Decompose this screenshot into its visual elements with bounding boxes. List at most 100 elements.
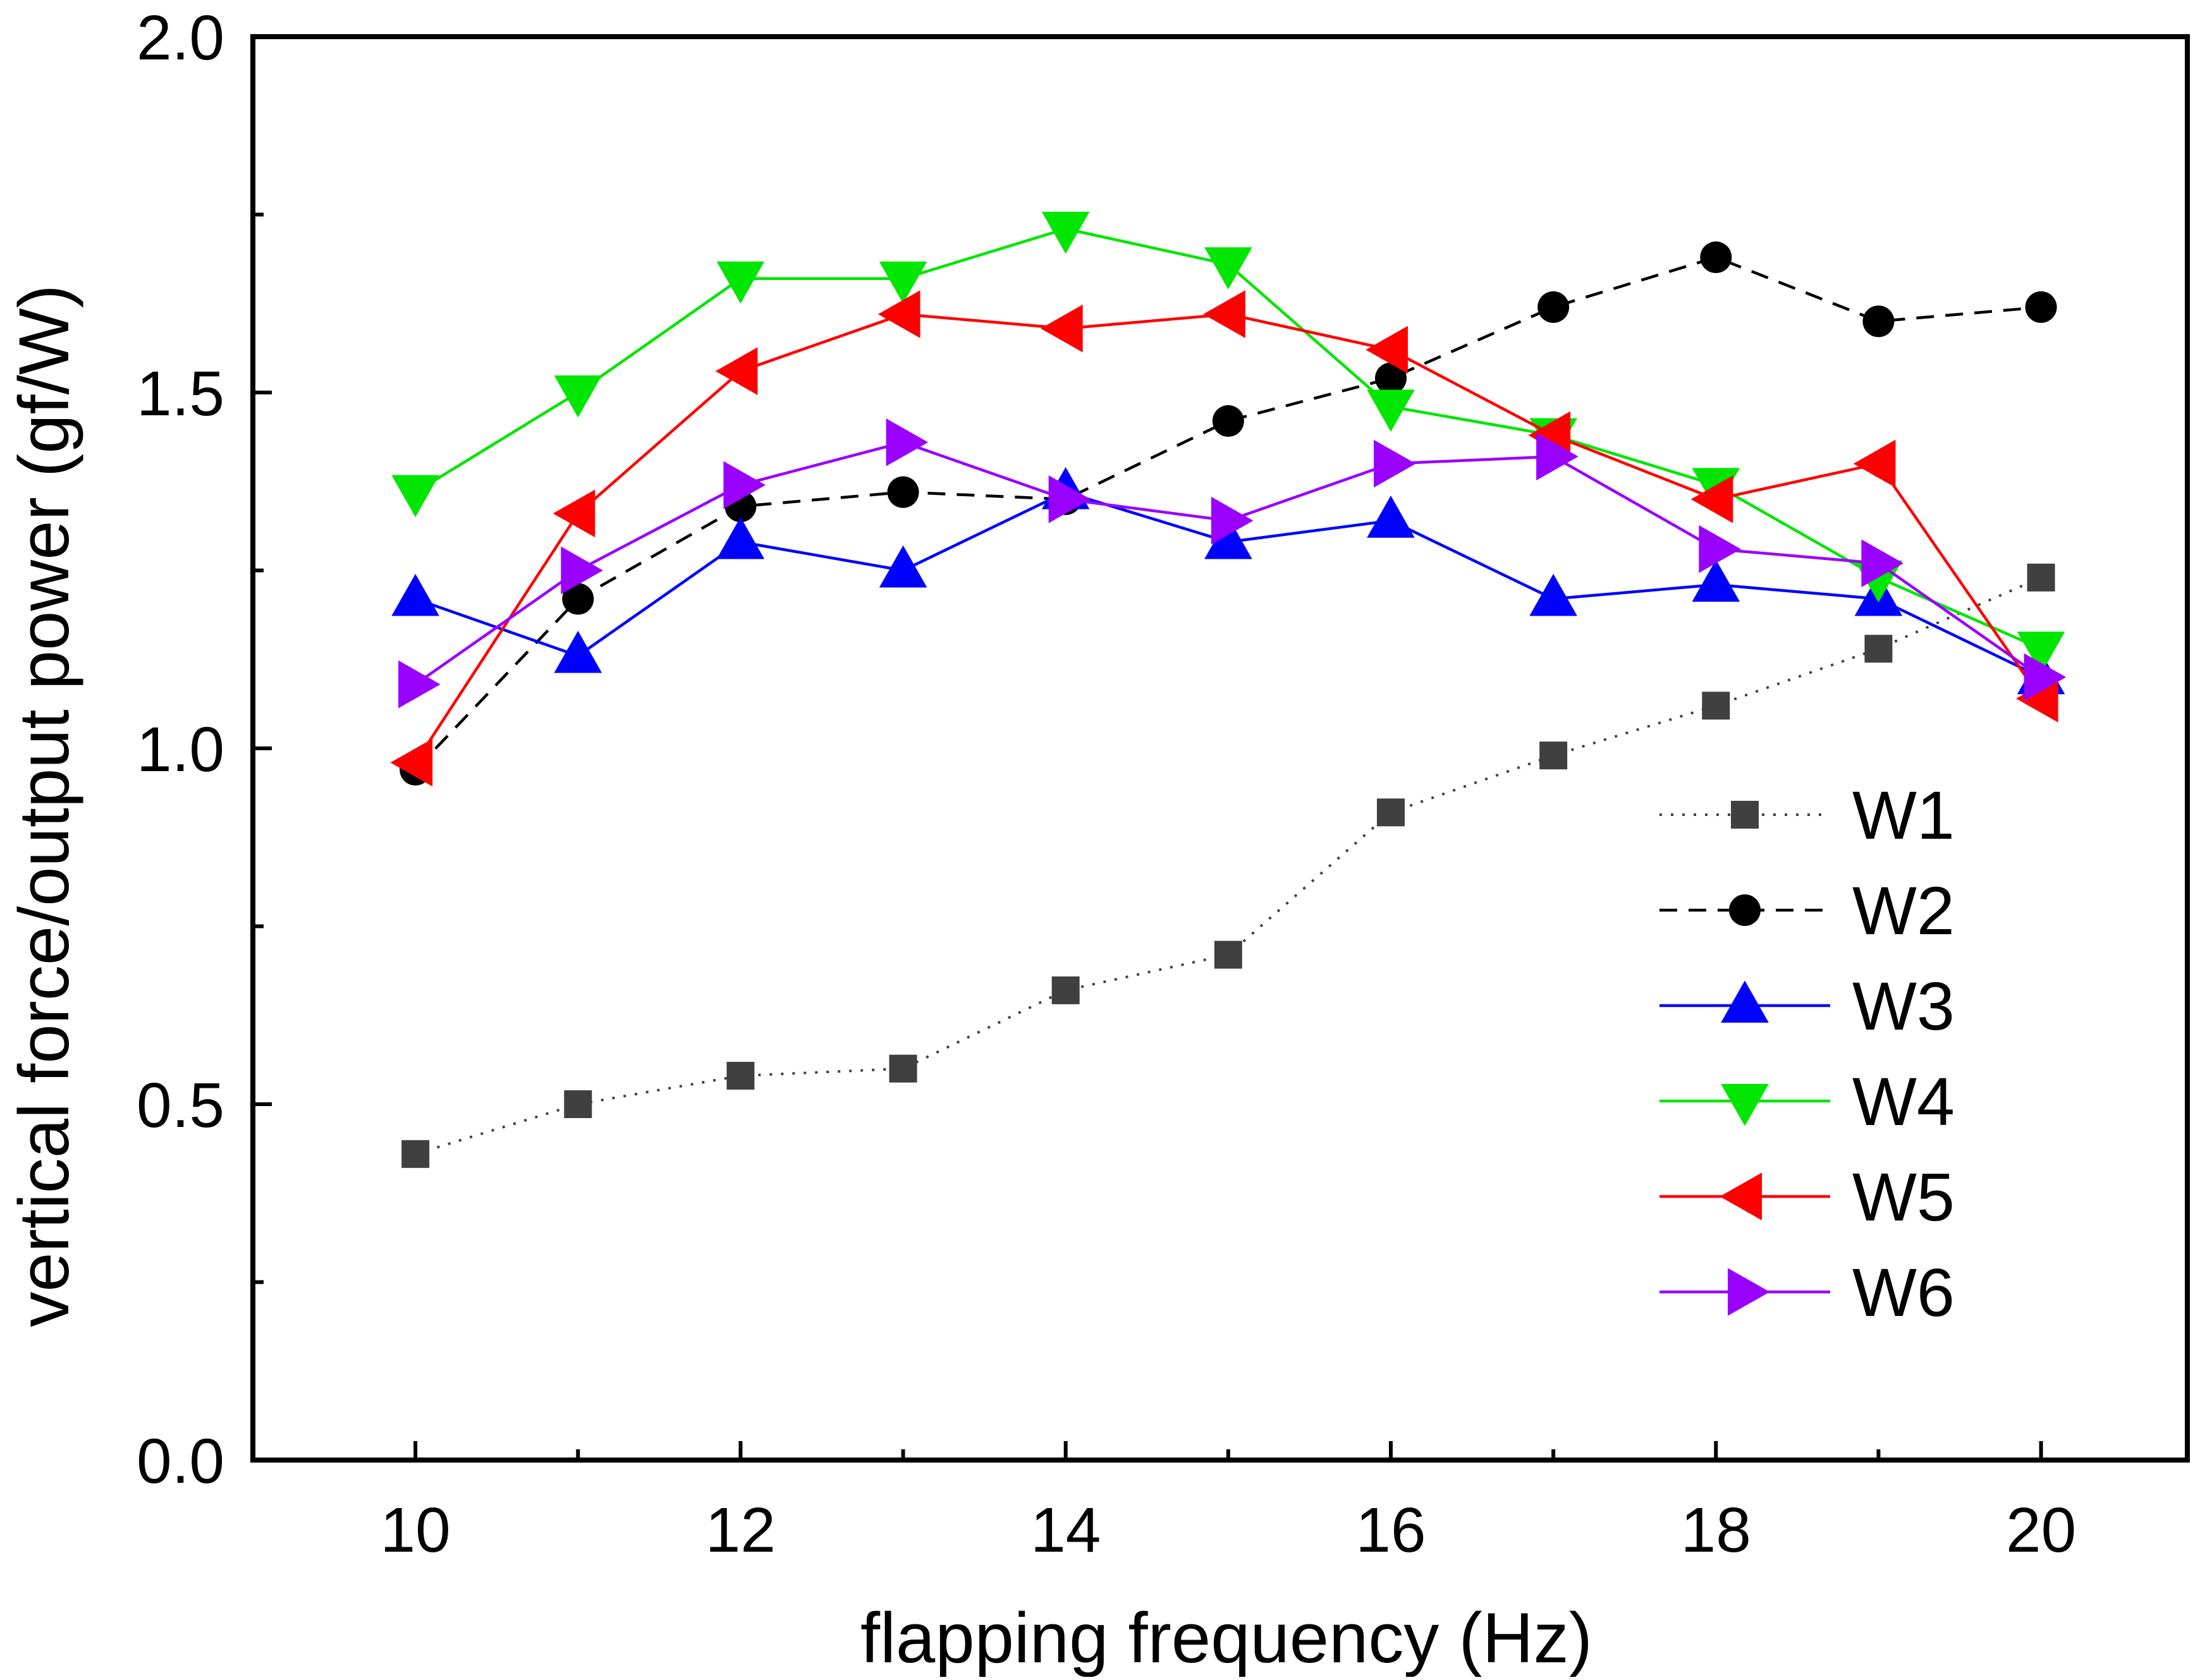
data-point-w4-10: [391, 475, 439, 518]
data-point-w5-16: [1366, 326, 1408, 374]
legend-marker: [1729, 894, 1761, 926]
data-point-w5-18: [1690, 475, 1733, 523]
legend-label: W1: [1852, 777, 1955, 853]
data-point-w3-10: [391, 573, 439, 616]
data-point-w3-11: [554, 631, 602, 673]
data-point-w1-15: [1214, 940, 1242, 969]
data-point-w6-20: [2024, 653, 2067, 702]
data-point-w4-20: [2017, 631, 2065, 674]
data-point-w2-18: [1700, 241, 1732, 274]
legend: W1 W2 W3 W4 W5 W6: [1659, 777, 1955, 1330]
data-point-w1-13: [889, 1054, 917, 1083]
data-point-w5-11: [553, 489, 596, 538]
axes: 10 12 14 16 18 20 0.0 0.5 1.0 1.5 2.0: [137, 3, 2190, 1566]
legend-label: W3: [1852, 968, 1955, 1044]
data-point-w6-14: [1048, 475, 1091, 523]
data-point-w6-13: [886, 418, 929, 466]
data-point-w1-16: [1377, 798, 1405, 827]
series-line-w6: [414, 441, 2042, 686]
data-point-w6-16: [1374, 439, 1416, 488]
series-w6: [398, 418, 2067, 709]
series-line-w2: [414, 255, 2041, 771]
data-point-w4-16: [1367, 389, 1415, 432]
data-point-w5-19: [1853, 439, 1896, 488]
legend-item-w6: W6: [1659, 1254, 1955, 1330]
data-point-w6-17: [1536, 432, 1579, 481]
legend-label: W6: [1852, 1254, 1955, 1330]
data-point-w6-15: [1211, 496, 1254, 545]
data-point-w4-13: [879, 261, 927, 304]
legend-marker: [1728, 1268, 1770, 1316]
data-point-w6-11: [561, 546, 603, 595]
data-point-w6-10: [398, 660, 441, 709]
legend-marker: [1731, 801, 1759, 829]
data-point-w6-19: [1861, 539, 1903, 587]
series-w1: [401, 563, 2055, 1168]
series-w5: [390, 290, 2058, 787]
data-point-w3-12: [716, 516, 765, 559]
series-w3: [391, 467, 2065, 695]
y-tick-label: 1.0: [137, 714, 224, 785]
data-point-w3-18: [1692, 559, 1740, 602]
data-point-w3-15: [1204, 516, 1252, 559]
legend-label: W5: [1852, 1159, 1955, 1235]
data-point-w5-12: [715, 347, 758, 395]
y-tick-label: 0.0: [137, 1426, 224, 1497]
data-point-w6-18: [1699, 525, 1741, 573]
series-line-w1: [415, 576, 2042, 1155]
series-w4: [391, 212, 2065, 674]
x-axis-label: flapping frequency (Hz): [860, 1598, 1592, 1677]
data-point-w2-13: [887, 476, 919, 508]
data-point-w1-20: [2027, 563, 2055, 592]
x-tick-label: 20: [2006, 1495, 2076, 1566]
x-tick-label: 14: [1030, 1495, 1101, 1566]
y-tick-label: 1.5: [137, 358, 224, 429]
legend-label: W2: [1852, 872, 1955, 949]
legend-item-w4: W4: [1659, 1063, 1955, 1140]
legend-marker: [1721, 980, 1769, 1023]
data-point-w1-12: [726, 1061, 755, 1090]
legend-marker: [1721, 1084, 1769, 1126]
data-point-w2-19: [1862, 305, 1895, 338]
legend-item-w3: W3: [1659, 968, 1955, 1044]
legend-item-w2: W2: [1659, 872, 1955, 949]
y-tick-label: 0.5: [137, 1070, 224, 1141]
legend-marker: [1720, 1172, 1762, 1220]
data-point-w1-11: [564, 1090, 592, 1118]
data-point-w1-18: [1702, 691, 1730, 720]
x-tick-label: 16: [1355, 1495, 1426, 1566]
data-point-w4-11: [554, 375, 602, 418]
x-tick-label: 10: [381, 1495, 451, 1566]
data-point-w3-16: [1367, 496, 1415, 538]
data-point-w3-13: [879, 545, 927, 588]
data-point-w1-14: [1051, 976, 1080, 1004]
data-point-w2-15: [1212, 405, 1244, 437]
x-tick-label: 18: [1681, 1495, 1751, 1566]
data-point-w4-15: [1204, 247, 1252, 289]
series-w2: [400, 241, 2057, 786]
data-point-w2-11: [562, 583, 594, 615]
data-point-w2-16: [1375, 362, 1407, 394]
data-point-w5-14: [1041, 304, 1083, 353]
legend-item-w1: W1: [1659, 777, 1955, 853]
plot-marks: [390, 212, 2067, 1168]
y-tick-label: 2.0: [137, 3, 224, 73]
data-point-w1-19: [1864, 635, 1893, 663]
data-point-w1-17: [1539, 741, 1568, 770]
legend-label: W4: [1852, 1063, 1955, 1140]
data-point-w4-12: [716, 261, 765, 304]
data-point-w5-15: [1203, 290, 1245, 338]
data-point-w1-10: [401, 1140, 430, 1168]
data-point-w6-12: [723, 461, 766, 509]
series-line-w4: [414, 227, 2042, 650]
y-axis-label: vertical force/output power (gf/W): [4, 284, 83, 1327]
data-point-w5-10: [390, 738, 433, 787]
data-point-w2-20: [2025, 291, 2057, 323]
data-point-w4-14: [1041, 212, 1090, 254]
legend-item-w5: W5: [1659, 1159, 1955, 1235]
data-point-w3-17: [1529, 573, 1577, 616]
data-point-w5-13: [878, 290, 920, 338]
x-tick-label: 12: [706, 1495, 776, 1566]
